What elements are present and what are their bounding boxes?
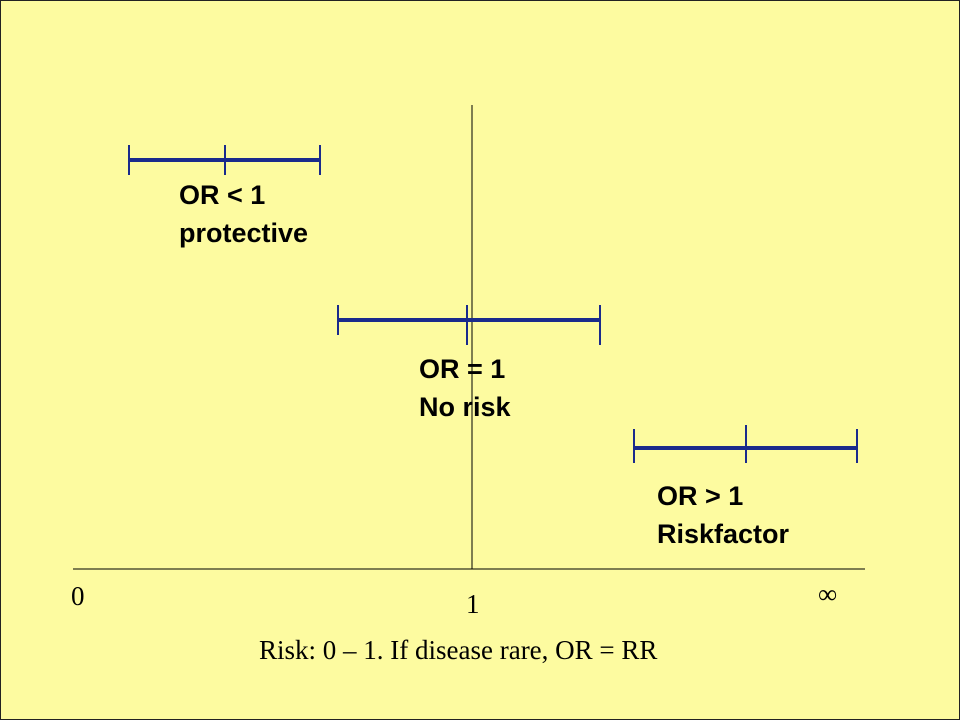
label-or-less-than-1-desc: protective xyxy=(179,218,309,248)
label-or-greater-than-1-desc: Riskfactor xyxy=(657,519,790,549)
interval-riskfactor xyxy=(633,425,858,463)
label-or-equals-1: OR = 1 No risk xyxy=(419,350,511,426)
interval-protective xyxy=(128,145,321,175)
label-or-greater-than-1: OR > 1 Riskfactor xyxy=(657,477,789,553)
axis-label-zero: 0 xyxy=(71,581,85,611)
label-or-less-than-1-title: OR < 1 xyxy=(179,180,266,210)
axis-label-one: 1 xyxy=(466,589,480,619)
label-or-equals-1-title: OR = 1 xyxy=(419,354,506,384)
label-or-less-than-1: OR < 1 protective xyxy=(179,176,308,252)
caption: Risk: 0 – 1. If disease rare, OR = RR xyxy=(259,635,658,665)
label-or-greater-than-1-title: OR > 1 xyxy=(657,481,744,511)
axis-label-infinity: ∞ xyxy=(818,579,838,609)
interval-no-risk xyxy=(337,305,601,345)
label-or-equals-1-desc: No risk xyxy=(419,392,511,422)
